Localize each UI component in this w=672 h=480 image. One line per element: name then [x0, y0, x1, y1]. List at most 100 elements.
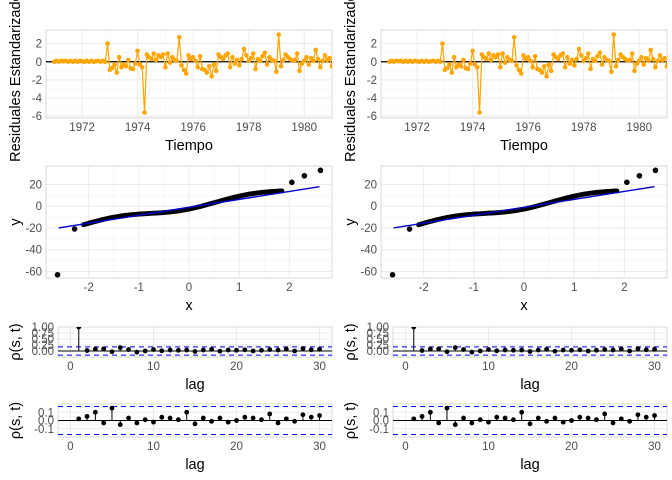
y-tick-label: 0.0 — [38, 416, 54, 428]
x-tick-label: 0 — [186, 282, 192, 294]
residual-point — [437, 59, 443, 65]
residual-point — [109, 65, 115, 71]
y-tick-label: 0.0 — [373, 416, 389, 428]
qq-point — [636, 172, 643, 179]
residual-point — [509, 58, 515, 64]
acf-point — [209, 346, 215, 352]
residual-point — [451, 54, 457, 60]
residual-point — [616, 57, 621, 63]
acf-point — [652, 413, 657, 418]
panel-border — [45, 165, 333, 279]
acf-point — [411, 416, 417, 422]
residual-point — [276, 32, 281, 37]
x-axis-title: x — [185, 298, 193, 314]
y-tick-label: -4 — [32, 93, 43, 105]
residual-point — [179, 63, 184, 68]
x-tick-label: 0 — [521, 282, 527, 294]
residual-point — [311, 58, 316, 64]
acf-point — [101, 346, 107, 352]
residual-point — [613, 63, 619, 69]
acf-point — [610, 347, 616, 353]
residual-point — [595, 54, 600, 59]
x-tick-label: 20 — [230, 441, 243, 453]
x-axis-title: Tiempo — [500, 138, 548, 154]
acf-point — [477, 417, 483, 423]
y-axis-title: y — [343, 218, 359, 226]
residual-point — [220, 56, 226, 62]
residual-point — [105, 41, 110, 46]
residual-point — [444, 65, 450, 71]
panel-border — [392, 326, 668, 358]
residual-point — [562, 64, 568, 70]
residual-point — [588, 66, 593, 72]
acf-point — [461, 347, 466, 352]
x-tick-label: 1976 — [180, 122, 206, 134]
x-tick-label: 20 — [565, 361, 578, 373]
residual-point — [650, 56, 656, 62]
y-tick-label: 2 — [36, 39, 42, 51]
residual-point — [232, 61, 238, 66]
residual-point — [636, 58, 642, 64]
residual-point — [514, 63, 519, 68]
acf-point — [234, 418, 239, 423]
acf-point — [167, 415, 173, 421]
qq-point — [406, 226, 413, 232]
y-axis-title: ρ(s, t) — [343, 402, 359, 439]
residual-point — [576, 46, 582, 52]
residual-point — [360, 55, 365, 60]
residual-point — [132, 61, 138, 66]
residual-point — [304, 54, 309, 60]
x-tick-label: 0 — [67, 441, 73, 453]
acf-point — [175, 347, 181, 353]
residual-point — [528, 58, 533, 64]
residual-point — [516, 67, 522, 73]
residual-point — [234, 57, 240, 63]
residual-point — [135, 48, 140, 54]
residual-point — [149, 56, 154, 62]
acf-point — [217, 348, 223, 354]
x-tick-label: 10 — [147, 361, 160, 373]
y-axis-title: ρ(s, t) — [8, 402, 24, 439]
panel-border — [45, 29, 333, 119]
x-tick-label: 30 — [648, 441, 661, 453]
acf-point — [225, 347, 231, 353]
acf-point — [585, 348, 591, 354]
residual-point — [329, 63, 332, 69]
x-tick-label: 1976 — [515, 122, 541, 134]
y-tick-label: -4 — [367, 93, 378, 105]
residual-point — [574, 56, 579, 62]
acf-point — [225, 419, 231, 425]
residual-point — [315, 56, 321, 62]
x-tick-label: 0 — [67, 361, 73, 373]
residual-point — [181, 67, 187, 73]
residual-point — [521, 53, 526, 58]
acf-point — [308, 414, 314, 420]
acf-point — [577, 347, 583, 353]
y-tick-label: 0.50 — [32, 334, 54, 346]
residual-point — [294, 51, 300, 56]
residual-point — [123, 63, 129, 69]
acf-point — [76, 416, 82, 422]
acf-point — [436, 420, 442, 426]
y-tick-label: -40 — [25, 245, 42, 257]
residual-point — [560, 51, 566, 56]
residual-point — [639, 54, 644, 60]
residual-point — [197, 54, 203, 59]
residual-point — [662, 55, 667, 61]
acf-point — [618, 416, 624, 422]
x-tick-label: 10 — [147, 441, 160, 453]
qq-reference-line — [58, 185, 320, 229]
acf-point — [602, 347, 608, 352]
y-tick-label: -0.1 — [34, 424, 54, 436]
residual-point — [130, 66, 136, 72]
residual-point — [331, 53, 332, 56]
acf-point — [101, 420, 107, 426]
qq-point — [389, 271, 396, 278]
residual-point — [544, 73, 549, 79]
x-tick-label: 1980 — [626, 122, 652, 134]
pacf-right-marks — [393, 405, 667, 436]
x-tick-label: 1974 — [460, 122, 486, 134]
residual-point — [165, 51, 170, 56]
residuals-left-panel: 1972 1974 1976 1978 1980 -6 -4 -2 0 2 Tiempo Residu… — [8, 0, 365, 162]
residual-point — [532, 54, 538, 59]
